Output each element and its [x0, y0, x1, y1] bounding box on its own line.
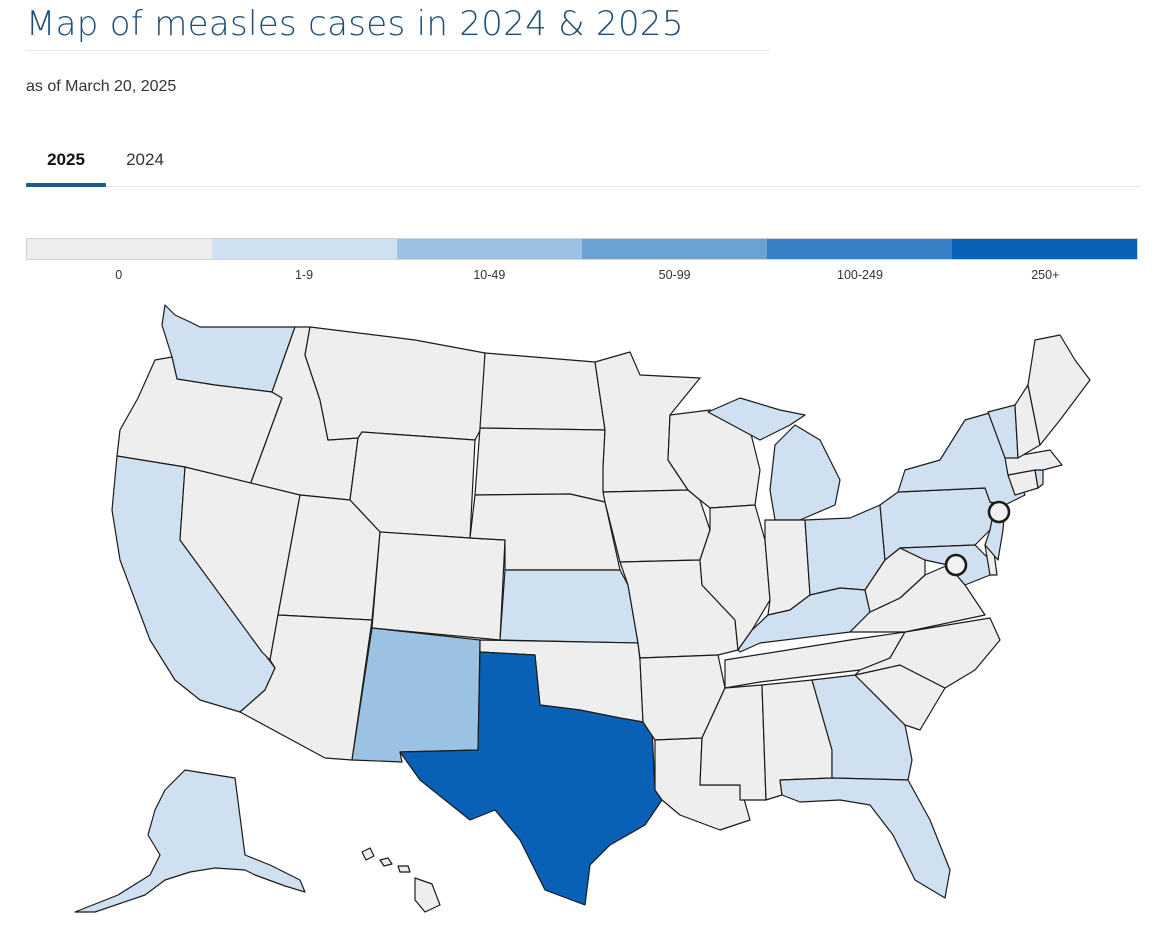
state-south-dakota[interactable]: [474, 427, 606, 503]
state-maine[interactable]: [1027, 334, 1091, 446]
state-hawaii[interactable]: [361, 847, 441, 913]
state-texas[interactable]: [399, 651, 663, 906]
state-washington[interactable]: [161, 304, 296, 393]
state-alaska[interactable]: [74, 769, 306, 913]
state-iowa[interactable]: [602, 489, 711, 563]
state-kentucky[interactable]: [737, 587, 871, 653]
as-of-date: as of March 20, 2025: [26, 78, 177, 95]
state-florida[interactable]: [779, 777, 951, 899]
marker-new-york-city[interactable]: [987, 500, 1011, 524]
state-kansas[interactable]: [499, 569, 639, 644]
legend-label: 100-249: [837, 268, 883, 282]
title-divider: [26, 50, 770, 51]
state-michigan[interactable]: [707, 397, 841, 521]
state-montana[interactable]: [304, 326, 486, 441]
legend-swatch-0: [27, 239, 212, 259]
state-colorado[interactable]: [371, 531, 506, 641]
state-new-mexico[interactable]: [351, 627, 481, 763]
state-north-carolina[interactable]: [854, 617, 1001, 689]
page-title: Map of measles cases in 2024 & 2025: [26, 4, 684, 44]
us-states-map: [74, 304, 1091, 913]
legend-label: 1-9: [294, 268, 314, 282]
legend-swatch-250-plus: [952, 239, 1137, 259]
legend-label: 10-49: [473, 268, 506, 282]
legend-swatch-10-49: [397, 239, 582, 259]
state-arizona[interactable]: [239, 614, 373, 761]
legend-swatch-100-249: [767, 239, 952, 259]
legend-labels: 0 1-9 10-49 50-99 100-249 250+: [26, 268, 1138, 282]
state-maryland[interactable]: [899, 544, 991, 586]
tab-2024[interactable]: 2024: [126, 150, 164, 169]
legend-label: 250+: [1031, 268, 1060, 282]
marker-washington-dc[interactable]: [944, 553, 968, 577]
legend-swatch-50-99: [582, 239, 767, 259]
color-legend: [26, 238, 1138, 260]
year-tabs: 2025 2024: [26, 140, 1140, 187]
state-north-dakota[interactable]: [479, 352, 606, 431]
legend-swatch-1-9: [212, 239, 397, 259]
legend-label: 50-99: [658, 268, 691, 282]
tab-2025[interactable]: 2025: [26, 140, 106, 187]
legend-label: 0: [115, 268, 123, 282]
